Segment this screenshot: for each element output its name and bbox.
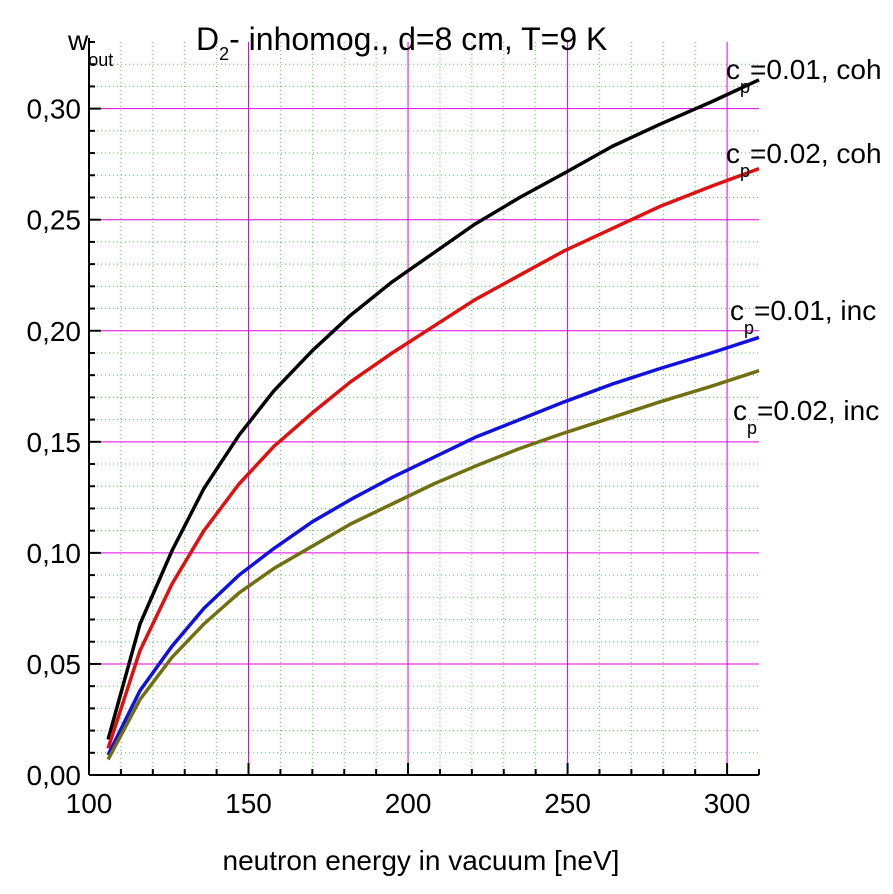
x-axis-label: neutron energy in vacuum [neV] (223, 845, 620, 876)
series-line-3 (106, 335, 760, 756)
series-label-subscript: p (747, 418, 757, 438)
axes (88, 38, 759, 776)
series-label-main: c (730, 295, 744, 326)
series-label-main: c (726, 138, 740, 169)
chart-title-rest: - inhomog., d=8 cm, T=9 K (229, 21, 607, 57)
y-axis-label-subscript: out (88, 50, 113, 70)
series-line-4 (106, 369, 760, 761)
x-tick-label: 250 (544, 788, 591, 819)
minor-grid (89, 42, 759, 775)
chart-title-main: D (196, 21, 219, 57)
y-tick-label: 0,30 (27, 94, 82, 125)
series-layer (106, 78, 760, 761)
series-label-rest: =0.01, coh (750, 54, 882, 85)
series-label-subscript: p (744, 318, 754, 338)
series-label-1: cp=0.01, coh (726, 54, 882, 97)
y-axis-label: wout (67, 25, 113, 70)
series-label-4: cp=0.02, inc (733, 395, 879, 438)
series-label-subscript: p (740, 77, 750, 97)
series-label-subscript: p (740, 161, 750, 181)
x-tick-label: 300 (704, 788, 751, 819)
y-tick-label: 0,15 (27, 427, 82, 458)
series-line-2 (106, 166, 760, 749)
series-label-2: cp=0.02, coh (726, 138, 882, 181)
series-label-rest: =0.01, inc (754, 295, 876, 326)
y-tick-label: 0,25 (27, 205, 82, 236)
ticks: 100 150 200 250 300 0,00 0,05 0,10 0,15 0,20 0,25 0… (27, 41, 760, 819)
y-tick-label: 0,00 (27, 760, 82, 791)
major-grid (89, 42, 759, 775)
chart-title-subscript: 2 (219, 44, 229, 64)
series-label-rest: =0.02, inc (757, 395, 879, 426)
x-tick-label: 150 (225, 788, 272, 819)
x-tick-label: 200 (385, 788, 432, 819)
series-label-3: cp=0.01, inc (730, 295, 876, 338)
series-label-main: c (733, 395, 747, 426)
y-tick-label: 0,05 (27, 649, 82, 680)
series-line-1 (106, 78, 760, 740)
y-tick-label: 0,10 (27, 538, 82, 569)
chart-title: D2- inhomog., d=8 cm, T=9 K (196, 21, 607, 64)
series-label-rest: =0.02, coh (750, 138, 882, 169)
y-tick-label: 0,20 (27, 316, 82, 347)
y-axis-label-main: w (67, 25, 89, 56)
x-tick-label: 100 (66, 788, 113, 819)
series-label-main: c (726, 54, 740, 85)
